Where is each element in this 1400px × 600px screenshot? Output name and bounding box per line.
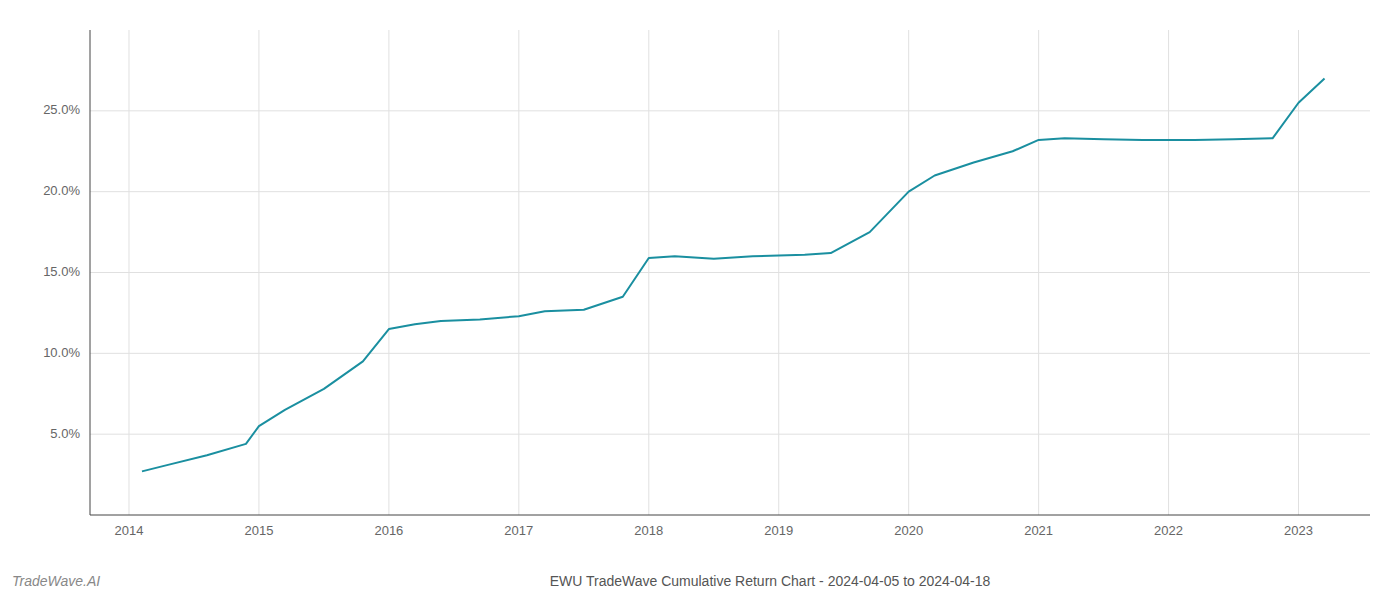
x-grid-line [518, 30, 519, 515]
x-grid-line [778, 30, 779, 515]
plot-area [142, 79, 1325, 472]
x-grid-line [908, 30, 909, 515]
y-tick-label: 5.0% [50, 426, 80, 441]
y-axis-line [90, 30, 91, 515]
x-tick-label: 2017 [504, 523, 533, 538]
y-tick-label: 15.0% [43, 264, 80, 279]
x-grid-line [388, 30, 389, 515]
x-tick-label: 2018 [634, 523, 663, 538]
grid [90, 30, 1370, 515]
chart: 5.0% 10.0% 15.0% 20.0% 25.0% 2014 2015 2016 2017… [0, 0, 1400, 600]
x-tick-label: 2022 [1154, 523, 1183, 538]
x-tick-label: 2016 [374, 523, 403, 538]
watermark: TradeWave.AI [12, 573, 100, 589]
x-tick-label: 2021 [1024, 523, 1053, 538]
x-tick-label: 2020 [894, 523, 923, 538]
x-grid-line [648, 30, 649, 515]
y-grid-line [90, 110, 1370, 111]
x-grid-line [1038, 30, 1039, 515]
y-tick-label: 25.0% [43, 102, 80, 117]
x-tick-label: 2023 [1284, 523, 1313, 538]
data-line [142, 79, 1325, 472]
x-grid-line [1168, 30, 1169, 515]
x-grid-line [258, 30, 259, 515]
tick-labels: 5.0% 10.0% 15.0% 20.0% 25.0% 2014 2015 2016 2017… [43, 102, 1313, 538]
x-tick-label: 2014 [115, 523, 144, 538]
y-grid-line [90, 434, 1370, 435]
x-tick-label: 2015 [244, 523, 273, 538]
x-axis-line [90, 515, 1370, 516]
y-grid-line [90, 272, 1370, 273]
x-grid-line [128, 30, 129, 515]
y-tick-label: 10.0% [43, 345, 80, 360]
title: EWU TradeWave Cumulative Return Chart - … [550, 573, 991, 589]
y-tick-label: 20.0% [43, 183, 80, 198]
x-tick-label: 2019 [764, 523, 793, 538]
y-grid-line [90, 191, 1370, 192]
y-grid-line [90, 353, 1370, 354]
